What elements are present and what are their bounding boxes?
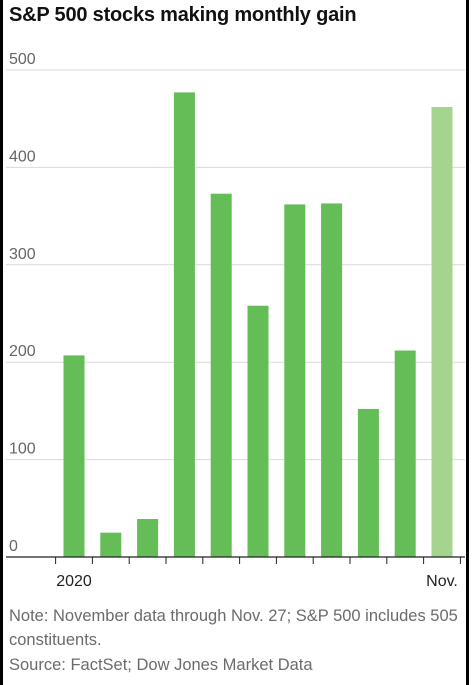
bar xyxy=(284,204,306,558)
bar xyxy=(394,350,416,557)
bar xyxy=(321,203,343,558)
chart-title: S&P 500 stocks making monthly gain xyxy=(9,4,357,26)
bar xyxy=(137,519,159,557)
bar xyxy=(173,92,195,557)
x-tick-label: 2020 xyxy=(56,573,92,590)
bar xyxy=(63,355,85,557)
bar xyxy=(247,305,269,557)
y-tick-label: 200 xyxy=(9,343,36,360)
y-tick-label: 500 xyxy=(9,51,36,68)
y-tick-label: 400 xyxy=(9,148,36,165)
y-tick-label: 0 xyxy=(9,538,18,555)
chart-note: Note: November data through Nov. 27; S&P… xyxy=(9,607,458,649)
y-tick-label: 100 xyxy=(9,441,36,458)
bar xyxy=(100,532,122,557)
bar-chart: 0 100 200 300 400 500 2020 Nov. xyxy=(6,51,465,590)
bar xyxy=(210,193,232,557)
bar xyxy=(357,408,379,557)
x-axis: 2020 Nov. xyxy=(6,556,465,590)
chart-source: Source: FactSet; Dow Jones Market Data xyxy=(9,656,313,674)
bars xyxy=(63,92,453,558)
y-tick-label: 300 xyxy=(9,246,36,263)
x-tick-label: Nov. xyxy=(426,573,458,590)
bar xyxy=(431,107,453,558)
